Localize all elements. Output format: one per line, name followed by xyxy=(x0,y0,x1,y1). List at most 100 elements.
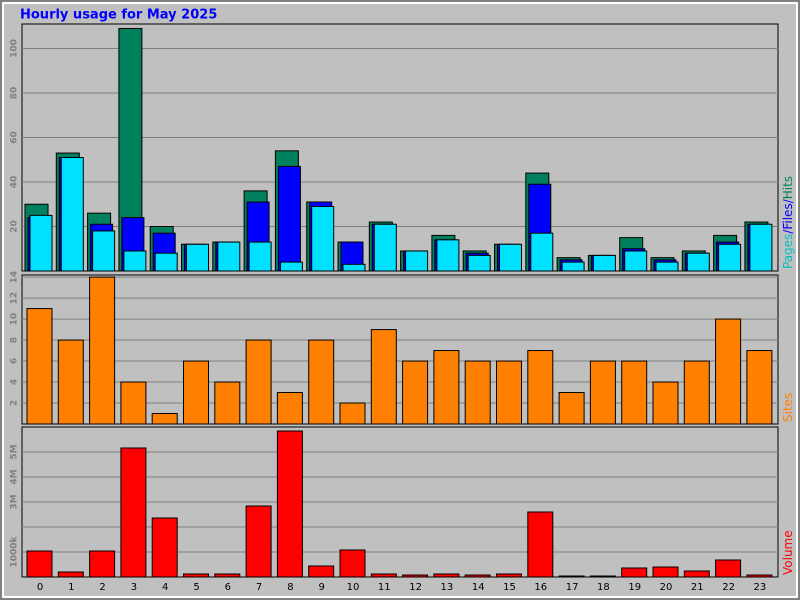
x-tick-label: 5 xyxy=(193,582,199,593)
y-tick-label: 100 xyxy=(10,39,20,58)
bar xyxy=(217,241,241,272)
legend: Pages/Files/Hits xyxy=(781,176,795,269)
y-tick-label: 60 xyxy=(10,131,20,144)
bar xyxy=(402,574,429,578)
bar xyxy=(308,339,335,425)
y-tick-label: 10 xyxy=(10,313,20,326)
bar xyxy=(186,243,209,272)
bar xyxy=(26,308,53,425)
plot-area xyxy=(21,23,779,272)
x-tick-label: 20 xyxy=(660,582,673,593)
bar xyxy=(589,575,616,578)
bar xyxy=(89,550,116,578)
bar xyxy=(746,350,773,425)
bar xyxy=(311,205,335,272)
bar xyxy=(558,575,585,578)
bar xyxy=(715,318,742,425)
y-tick-label: 12 xyxy=(10,292,20,305)
y-tick-label: 6 xyxy=(10,358,20,364)
y-tick-label: 5M xyxy=(10,444,20,459)
bar xyxy=(749,223,773,272)
y-tick-label: 1000k xyxy=(10,535,20,567)
bar xyxy=(433,350,460,425)
bar xyxy=(686,252,710,272)
y-tick-label: 80 xyxy=(10,87,20,100)
bar xyxy=(683,360,710,425)
bar xyxy=(57,339,84,425)
legend-separator: / xyxy=(781,198,795,203)
bar xyxy=(279,261,303,272)
bar xyxy=(652,381,679,425)
bar xyxy=(120,381,147,425)
x-tick-label: 16 xyxy=(534,582,547,593)
bar xyxy=(277,165,301,272)
bar xyxy=(655,261,679,272)
x-tick-label: 1 xyxy=(68,582,74,593)
y-tick-label: 4 xyxy=(10,379,20,385)
bar xyxy=(276,430,303,578)
bar xyxy=(496,573,522,578)
bar xyxy=(120,447,147,578)
bar xyxy=(276,392,303,425)
bar xyxy=(339,549,366,578)
bar xyxy=(683,570,710,578)
x-tick-label: 18 xyxy=(597,582,610,593)
bar xyxy=(89,276,116,425)
x-tick-label: 7 xyxy=(256,582,262,593)
bar xyxy=(183,573,209,578)
legend-separator: / xyxy=(781,229,795,234)
legend-entry: Sites xyxy=(781,393,795,422)
bar xyxy=(715,559,742,578)
plot-area xyxy=(21,274,779,425)
x-tick-label: 3 xyxy=(131,582,137,593)
legend: Volume xyxy=(781,530,795,575)
bar xyxy=(558,392,585,425)
legend-entry: Hits xyxy=(781,176,795,199)
bar xyxy=(214,381,241,425)
bar xyxy=(652,566,679,578)
bar xyxy=(342,263,366,272)
x-tick-label: 21 xyxy=(691,582,704,593)
bar xyxy=(57,571,84,578)
y-tick-label: 3M xyxy=(10,494,20,509)
bar xyxy=(60,157,84,272)
bar xyxy=(592,254,616,272)
bar xyxy=(92,230,116,272)
legend: Sites xyxy=(781,393,795,422)
bar xyxy=(621,360,648,425)
bar xyxy=(151,413,178,425)
bar xyxy=(402,360,429,425)
y-tick-label: 4M xyxy=(10,469,20,484)
x-tick-label: 17 xyxy=(566,582,579,593)
bar xyxy=(151,517,178,578)
x-tick-label: 22 xyxy=(722,582,735,593)
bar xyxy=(499,243,522,272)
x-tick-label: 15 xyxy=(503,582,516,593)
bar xyxy=(214,573,241,578)
bar xyxy=(248,241,272,272)
x-tick-label: 8 xyxy=(287,582,293,593)
bar xyxy=(370,329,397,425)
legend-entry: Files xyxy=(781,203,795,229)
bar xyxy=(436,239,460,272)
y-tick-label: 40 xyxy=(10,176,20,189)
bar xyxy=(245,339,272,425)
bar xyxy=(370,573,397,578)
bar xyxy=(527,511,554,578)
bar xyxy=(589,360,616,425)
x-tick-label: 9 xyxy=(319,582,325,593)
x-tick-label: 6 xyxy=(225,582,231,593)
x-tick-label: 10 xyxy=(347,582,360,593)
bar xyxy=(123,250,147,272)
chart-title: Hourly usage for May 2025 xyxy=(20,8,217,23)
bar xyxy=(464,574,491,578)
x-tick-label: 13 xyxy=(441,582,454,593)
bar xyxy=(405,250,429,272)
bar xyxy=(26,550,53,578)
bar xyxy=(467,254,491,272)
bar xyxy=(433,573,460,578)
